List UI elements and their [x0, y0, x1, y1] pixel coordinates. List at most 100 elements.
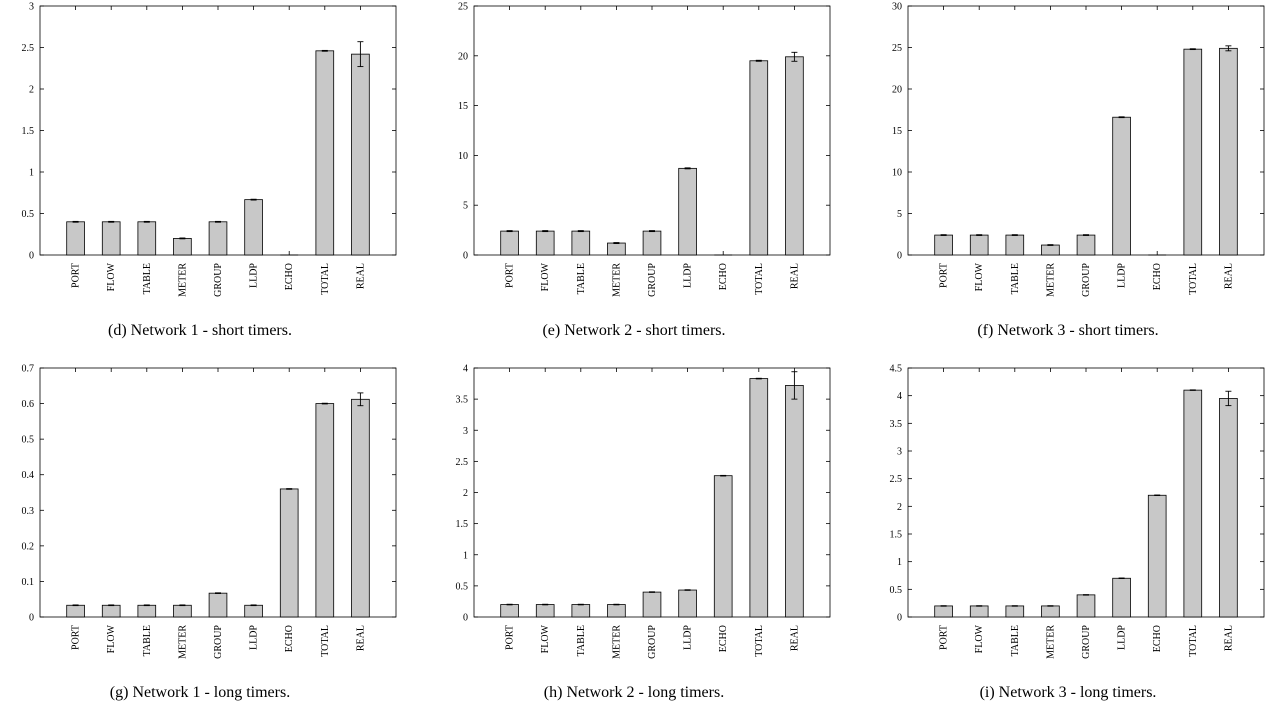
x-tick-label: PORT — [939, 625, 950, 650]
y-tick-label: 2 — [29, 85, 34, 96]
y-tick-label: 10 — [458, 151, 468, 162]
x-tick-label: TABLE — [576, 263, 587, 294]
x-tick-label: FLOW — [974, 624, 985, 653]
y-tick-label: 1 — [29, 168, 34, 179]
bar-echo — [279, 488, 299, 618]
x-tick-label: TOTAL — [320, 263, 331, 295]
bar-meter — [173, 604, 192, 618]
bar-meter — [1041, 605, 1060, 618]
bar-lldp — [1112, 577, 1131, 618]
chart-svg-e: 0 5 10 15 20 25 PORT FLOW TABLE METER GROUP LLDP ECH… — [458, 2, 831, 297]
x-tick-label: FLOW — [106, 262, 117, 291]
x-tick-label: LLDP — [1117, 625, 1128, 650]
y-tick-label: 0.7 — [22, 364, 35, 375]
bar-lldp — [244, 604, 263, 618]
x-tick-label: TOTAL — [1188, 263, 1199, 295]
y-tick-label: 0.6 — [22, 399, 35, 410]
y-tick-label: 5 — [897, 209, 902, 220]
y-tick-label: 3.5 — [456, 395, 469, 406]
x-tick-label: TOTAL — [754, 263, 765, 295]
x-tick-label: TABLE — [142, 625, 153, 656]
plot-frame — [473, 5, 831, 256]
bar-meter — [1041, 244, 1060, 256]
x-tick-label: FLOW — [106, 624, 117, 653]
x-tick-label: PORT — [71, 263, 82, 288]
y-tick-label: 0 — [463, 251, 468, 262]
bar-flow — [969, 234, 989, 256]
plot-frame — [907, 5, 1265, 256]
x-tick-label: LLDP — [683, 263, 694, 288]
y-tick-label: 1 — [897, 557, 902, 568]
bar-echo — [713, 475, 733, 618]
bar-real — [785, 56, 804, 256]
caption-f: (f) Network 3 - short timers. — [977, 322, 1159, 339]
plot-frame — [907, 367, 1265, 618]
x-tick-label: LLDP — [249, 263, 260, 288]
x-tick-label: TABLE — [142, 263, 153, 294]
y-tick-label: 30 — [892, 2, 902, 13]
bar-table — [1005, 605, 1025, 618]
y-tick-label: 1.5 — [890, 530, 903, 541]
y-tick-label: 0.5 — [22, 209, 35, 220]
plot-frame — [39, 5, 397, 256]
chart-svg-d: 0 0.5 1 1.5 2 2.5 3 PORT FLOW TABLE METER GROUP LLDP… — [22, 2, 397, 297]
bar-table — [137, 604, 157, 618]
chart-panel-g: 0 0.1 0.2 0.3 0.4 0.5 0.6 0.7 PORT FLOW TABLE METER… — [0, 362, 400, 712]
bar-group — [642, 230, 662, 256]
x-tick-label: FLOW — [974, 262, 985, 291]
plot-frame — [39, 367, 397, 618]
bar-flow — [101, 604, 121, 618]
y-tick-label: 0.5 — [890, 585, 903, 596]
bar-real — [1219, 398, 1238, 618]
x-tick-label: GROUP — [213, 263, 224, 297]
y-tick-label: 20 — [458, 51, 468, 62]
y-tick-label: 4 — [897, 391, 902, 402]
y-tick-label: 0.3 — [22, 506, 35, 517]
bar-table — [1005, 234, 1025, 256]
caption-g: (g) Network 1 - long timers. — [109, 684, 291, 701]
bar-real — [351, 53, 370, 256]
bar-flow — [101, 221, 121, 256]
bar-total — [1183, 389, 1203, 618]
x-tick-label: REAL — [1223, 625, 1234, 651]
bar-lldp — [1112, 116, 1131, 256]
bar-lldp — [244, 199, 263, 256]
y-tick-label: 15 — [458, 101, 468, 112]
y-tick-label: 0.2 — [22, 541, 35, 552]
chart-svg-h: 0 0.5 1 1.5 2 2.5 3 3.5 4 PORT FLOW TABLE METER GROUP… — [456, 364, 831, 659]
x-tick-label: PORT — [505, 263, 516, 288]
chart-svg-i: 0 0.5 1 1.5 2 2.5 3 3.5 4 4.5 PORT FLOW TABLE METER GR… — [890, 364, 1265, 659]
chart-panel-i: 0 0.5 1 1.5 2 2.5 3 3.5 4 4.5 PORT FLOW TABLE METER GR… — [868, 362, 1268, 712]
bar-port — [500, 604, 519, 618]
x-tick-label: METER — [611, 625, 622, 659]
bar-meter — [607, 604, 626, 618]
y-tick-label: 15 — [892, 126, 902, 137]
y-tick-label: 0.5 — [22, 435, 35, 446]
bar-real — [351, 398, 370, 618]
bar-echo — [1147, 494, 1167, 618]
y-tick-label: 1.5 — [456, 519, 469, 530]
x-tick-label: METER — [1045, 263, 1056, 297]
x-tick-label: TABLE — [576, 625, 587, 656]
x-tick-label: REAL — [789, 625, 800, 651]
y-tick-label: 20 — [892, 85, 902, 96]
y-tick-label: 3.5 — [890, 419, 903, 430]
chart-panel-h: 0 0.5 1 1.5 2 2.5 3 3.5 4 PORT FLOW TABLE METER GROUP… — [434, 362, 834, 712]
x-tick-label: GROUP — [647, 263, 658, 297]
y-tick-label: 2.5 — [456, 457, 469, 468]
y-tick-label: 0.4 — [22, 470, 35, 481]
x-tick-label: REAL — [789, 263, 800, 289]
x-tick-label: PORT — [71, 625, 82, 650]
bar-lldp — [678, 589, 697, 618]
bar-table — [571, 230, 591, 256]
y-tick-label: 25 — [458, 2, 468, 13]
x-tick-label: FLOW — [540, 262, 551, 291]
y-tick-label: 0.1 — [22, 577, 35, 588]
x-tick-label: TABLE — [1010, 625, 1021, 656]
x-tick-label: GROUP — [213, 625, 224, 659]
bar-port — [934, 234, 953, 256]
bar-port — [66, 221, 85, 256]
x-tick-label: METER — [177, 263, 188, 297]
y-tick-label: 3 — [463, 426, 468, 437]
x-tick-label: GROUP — [1081, 263, 1092, 297]
